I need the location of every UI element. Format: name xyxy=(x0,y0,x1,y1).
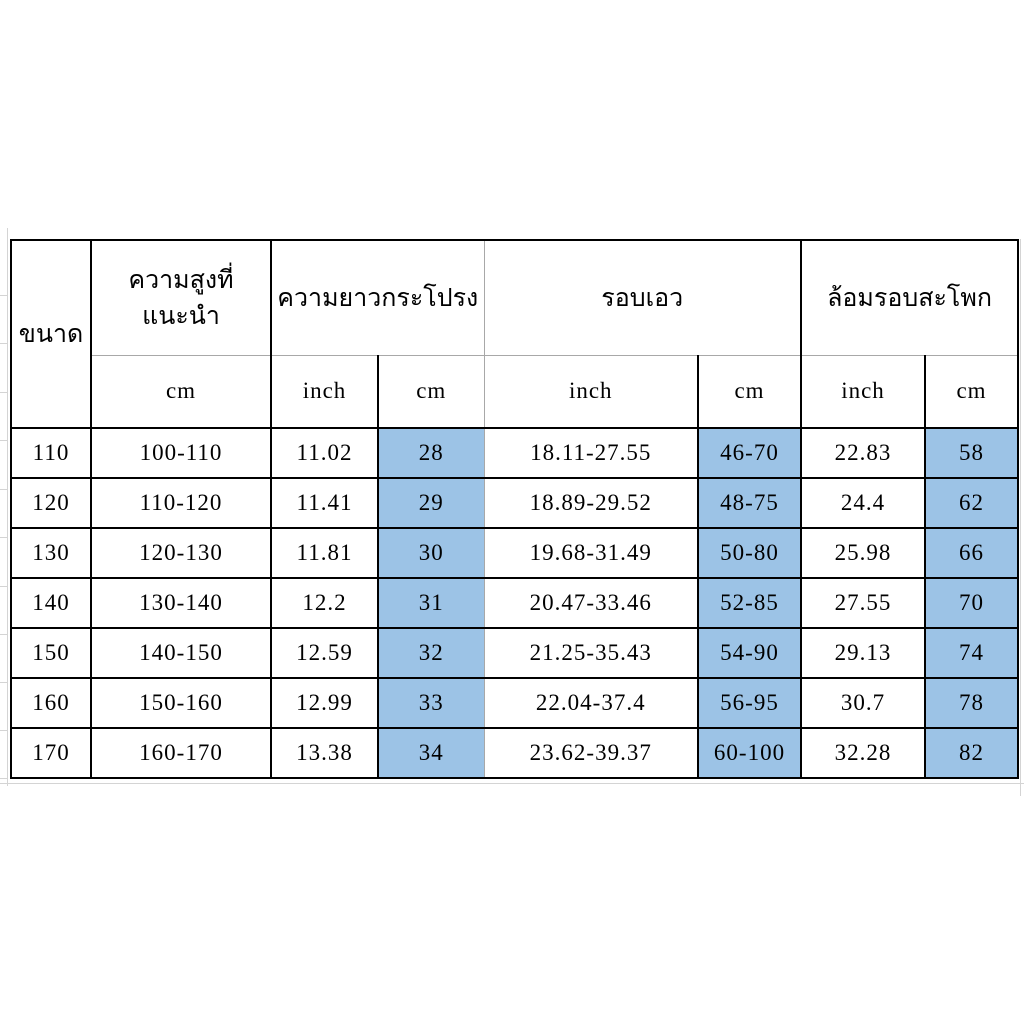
table-cell: 25.98 xyxy=(800,527,927,579)
sheet-gridline-stub xyxy=(0,489,8,490)
sheet-gridline-stub xyxy=(0,634,8,635)
table-cell: 140-150 xyxy=(90,627,272,679)
table-cell: 130 xyxy=(10,527,92,579)
sheet-gridline-stub xyxy=(0,586,8,587)
table-cell: 62 xyxy=(924,477,1020,529)
table-cell: 11.02 xyxy=(270,427,379,479)
sheet-gridline-stub xyxy=(0,295,8,296)
table-cell: 110 xyxy=(10,427,92,479)
table-cell: 60-100 xyxy=(696,727,803,779)
sheet-gridline-stub xyxy=(0,730,8,731)
unit-skirt-inch: inch xyxy=(270,354,379,429)
table-cell: 48-75 xyxy=(696,477,803,529)
table-cell: 120-130 xyxy=(90,527,272,579)
table-cell: 150 xyxy=(10,627,92,679)
unit-height-cm: cm xyxy=(90,354,272,429)
table-cell: 29.13 xyxy=(800,627,927,679)
table-cell: 140 xyxy=(10,577,92,629)
table-row: 160 150-160 12.99 33 22.04-37.4 56-95 30… xyxy=(10,677,1020,729)
unit-waist-cm: cm xyxy=(696,354,803,429)
table-cell: 20.47-33.46 xyxy=(483,577,699,629)
table-row: 110 100-110 11.02 28 18.11-27.55 46-70 2… xyxy=(10,427,1020,479)
table-cell: 31 xyxy=(377,577,485,629)
table-cell: 33 xyxy=(377,677,485,729)
table-cell: 22.04-37.4 xyxy=(483,677,699,729)
sheet-gridline-stub xyxy=(0,392,8,393)
table-cell: 56-95 xyxy=(696,677,803,729)
table-cell: 70 xyxy=(924,577,1020,629)
table-cell: 11.41 xyxy=(270,477,379,529)
header-recommended-height: ความสูงที่ แนะนำ xyxy=(90,239,272,356)
table-row: 140 130-140 12.2 31 20.47-33.46 52-85 27… xyxy=(10,577,1020,629)
unit-header-row: cm inch cm inch cm inch cm xyxy=(11,354,1020,429)
table-cell: 46-70 xyxy=(696,427,803,479)
size-chart-table: ขนาด ความสูงที่ แนะนำ ความยาวกระโปรง รอบ… xyxy=(10,239,1020,779)
table-cell: 74 xyxy=(924,627,1020,679)
sheet-gridline-right xyxy=(1020,239,1021,796)
table-cell: 23.62-39.37 xyxy=(483,727,699,779)
unit-hip-inch: inch xyxy=(800,354,927,429)
table-cell: 34 xyxy=(377,727,485,779)
unit-skirt-cm: cm xyxy=(377,354,485,429)
table-cell: 18.11-27.55 xyxy=(483,427,699,479)
table-cell: 32 xyxy=(377,627,485,679)
table-cell: 12.99 xyxy=(270,677,379,729)
table-cell: 18.89-29.52 xyxy=(483,477,699,529)
header-skirt-length: ความยาวกระโปรง xyxy=(270,239,485,356)
table-cell: 110-120 xyxy=(90,477,272,529)
table-cell: 21.25-35.43 xyxy=(483,627,699,679)
sheet-gridline-bottom xyxy=(0,783,1024,784)
table-cell: 160-170 xyxy=(90,727,272,779)
table-cell: 30.7 xyxy=(800,677,927,729)
table-cell: 27.55 xyxy=(800,577,927,629)
table-row: 170 160-170 13.38 34 23.62-39.37 60-100 … xyxy=(10,727,1020,779)
table-row: 130 120-130 11.81 30 19.68-31.49 50-80 2… xyxy=(10,527,1020,579)
sheet-gridline-stub xyxy=(0,440,8,441)
unit-waist-inch: inch xyxy=(483,354,699,429)
table-cell: 54-90 xyxy=(696,627,803,679)
sheet-gridline-left xyxy=(7,228,8,786)
table-row: 150 140-150 12.59 32 21.25-35.43 54-90 2… xyxy=(10,627,1020,679)
unit-hip-cm: cm xyxy=(924,354,1020,429)
sheet-gridline-stub xyxy=(0,778,8,779)
table-cell: 50-80 xyxy=(696,527,803,579)
table-cell: 66 xyxy=(924,527,1020,579)
table-cell: 52-85 xyxy=(696,577,803,629)
table-row: 120 110-120 11.41 29 18.89-29.52 48-75 2… xyxy=(10,477,1020,529)
table-cell: 160 xyxy=(10,677,92,729)
header-size: ขนาด xyxy=(10,239,92,429)
sheet-gridline-stub xyxy=(0,682,8,683)
table-cell: 32.28 xyxy=(800,727,927,779)
table-cell: 28 xyxy=(377,427,485,479)
table-cell: 30 xyxy=(377,527,485,579)
table-cell: 12.2 xyxy=(270,577,379,629)
table-cell: 120 xyxy=(10,477,92,529)
table-cell: 150-160 xyxy=(90,677,272,729)
table-cell: 13.38 xyxy=(270,727,379,779)
header-hip: ล้อมรอบสะโพก xyxy=(800,239,1020,356)
table-cell: 24.4 xyxy=(800,477,927,529)
table-cell: 130-140 xyxy=(90,577,272,629)
table-cell: 29 xyxy=(377,477,485,529)
table-cell: 11.81 xyxy=(270,527,379,579)
table-cell: 78 xyxy=(924,677,1020,729)
header-waist: รอบเอว xyxy=(483,239,803,356)
table-cell: 82 xyxy=(924,727,1020,779)
table-cell: 19.68-31.49 xyxy=(483,527,699,579)
sheet-gridline-stub xyxy=(0,343,8,344)
sheet-gridline-stub xyxy=(0,537,8,538)
group-header-row: ขนาด ความสูงที่ แนะนำ ความยาวกระโปรง รอบ… xyxy=(10,239,1020,429)
table-cell: 170 xyxy=(10,727,92,779)
table-cell: 22.83 xyxy=(800,427,927,479)
table-cell: 100-110 xyxy=(90,427,272,479)
table-cell: 12.59 xyxy=(270,627,379,679)
table-cell: 58 xyxy=(924,427,1020,479)
